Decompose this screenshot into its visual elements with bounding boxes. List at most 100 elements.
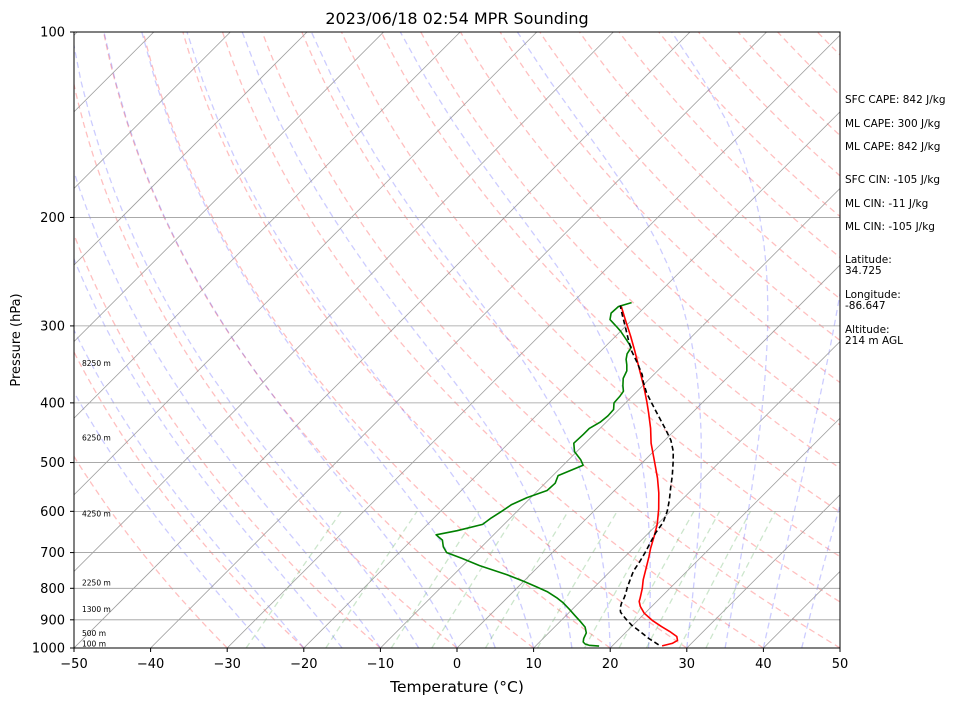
ml-cape-2: ML CAPE: 842 J/kg bbox=[845, 141, 941, 153]
profile-line-3 bbox=[619, 305, 675, 646]
dry-adiabat bbox=[102, 32, 534, 648]
x-axis: −50 −40 −30 −20 −10 0 10 20 30 40 50 bbox=[60, 648, 848, 672]
altitude-label: Altitude: bbox=[845, 324, 890, 336]
moist-adiabat bbox=[671, 32, 769, 648]
y-tick-label: 100 bbox=[40, 26, 65, 41]
mixing-ratio-line bbox=[484, 510, 569, 648]
isotherm bbox=[74, 32, 538, 496]
x-tick-label: 10 bbox=[525, 657, 542, 672]
x-tick-label: 50 bbox=[832, 657, 849, 672]
dry-adiabat bbox=[142, 32, 611, 648]
altitude-value: 214 m AGL bbox=[845, 335, 903, 347]
y-tick-label: 700 bbox=[40, 546, 65, 561]
moist-adiabat bbox=[103, 32, 458, 648]
background-lines bbox=[74, 32, 840, 648]
mixing-ratio-line bbox=[431, 510, 519, 648]
dry-adiabat bbox=[221, 32, 764, 648]
isotherm bbox=[74, 32, 384, 343]
moist-adiabat bbox=[310, 32, 611, 648]
moist-adiabat bbox=[762, 290, 840, 648]
x-tick-label: 0 bbox=[453, 657, 461, 672]
y-tick-label: 900 bbox=[40, 613, 65, 628]
isotherm bbox=[74, 32, 308, 266]
dry-adiabat bbox=[340, 32, 840, 558]
dry-adiabat bbox=[74, 81, 458, 648]
isotherm bbox=[226, 34, 840, 648]
dry-adiabat bbox=[74, 350, 305, 648]
height-label: 1300 m bbox=[82, 605, 111, 614]
moist-adiabat bbox=[516, 32, 702, 648]
profile-line-2 bbox=[435, 301, 633, 647]
x-tick-label: −30 bbox=[213, 657, 240, 672]
dry-adiabat bbox=[74, 455, 228, 648]
profiles bbox=[435, 301, 679, 647]
longitude-label: Longitude: bbox=[845, 289, 901, 301]
mixing-ratio-line bbox=[390, 510, 480, 648]
mixing-ratio-line bbox=[583, 510, 662, 648]
moist-adiabat bbox=[186, 32, 535, 648]
y-axis-label: Pressure (hPa) bbox=[9, 293, 24, 386]
latitude-value: 34.725 bbox=[845, 265, 882, 277]
y-tick-label: 500 bbox=[40, 456, 65, 471]
x-axis-label: Temperature (°C) bbox=[389, 678, 524, 696]
ml-cin-2: ML CIN: -105 J/kg bbox=[845, 221, 935, 233]
dry-adiabat bbox=[658, 32, 840, 218]
isotherm bbox=[74, 32, 614, 572]
isotherm bbox=[74, 32, 461, 419]
moist-adiabat bbox=[74, 169, 381, 648]
mixing-ratio-line bbox=[705, 510, 777, 648]
dry-adiabat bbox=[182, 32, 688, 648]
isotherm bbox=[380, 187, 840, 648]
height-label: 4250 m bbox=[82, 510, 111, 519]
mixing-ratio-line bbox=[678, 510, 752, 648]
isotherm bbox=[74, 32, 231, 189]
y-tick-label: 200 bbox=[40, 211, 65, 226]
isotherm bbox=[150, 32, 767, 648]
dry-adiabat bbox=[74, 232, 381, 648]
longitude-value: -86.647 bbox=[845, 300, 886, 312]
x-tick-label: 20 bbox=[602, 657, 619, 672]
moist-adiabat bbox=[74, 42, 420, 648]
height-label: 6250 m bbox=[82, 433, 111, 442]
ml-cin-1: ML CIN: -11 J/kg bbox=[845, 198, 929, 210]
mixing-ratio-line bbox=[536, 510, 618, 648]
y-tick-label: 300 bbox=[40, 319, 65, 334]
isotherm bbox=[533, 341, 840, 648]
x-tick-label: −10 bbox=[367, 657, 394, 672]
dry-adiabat bbox=[459, 32, 840, 426]
isotherm bbox=[609, 417, 840, 648]
moist-adiabat bbox=[399, 32, 651, 648]
x-tick-label: −20 bbox=[290, 657, 317, 672]
y-tick-label: 1000 bbox=[32, 642, 65, 657]
height-label: 500 m bbox=[82, 629, 106, 638]
isotherm bbox=[74, 32, 691, 648]
profile-line-1 bbox=[620, 305, 679, 647]
moist-adiabat bbox=[141, 32, 496, 648]
sfc-cin: SFC CIN: -105 J/kg bbox=[845, 174, 941, 186]
mixing-ratio-line bbox=[325, 510, 418, 648]
dry-adiabat bbox=[261, 32, 840, 648]
x-tick-label: −50 bbox=[60, 657, 87, 672]
height-label: 8250 m bbox=[82, 359, 111, 368]
x-tick-label: 40 bbox=[755, 657, 772, 672]
latitude-label: Latitude: bbox=[845, 254, 892, 266]
grid bbox=[0, 32, 840, 648]
isotherm bbox=[0, 32, 1, 648]
isotherm bbox=[456, 264, 840, 648]
dry-adiabat bbox=[697, 32, 840, 177]
dry-adiabat bbox=[420, 32, 840, 470]
isotherm bbox=[303, 111, 840, 648]
height-label: 100 m bbox=[82, 639, 106, 648]
mixing-ratio-line bbox=[245, 510, 342, 648]
x-tick-label: −40 bbox=[137, 657, 164, 672]
x-tick-label: 30 bbox=[679, 657, 696, 672]
dry-adiabat bbox=[301, 32, 840, 603]
y-tick-label: 800 bbox=[40, 582, 65, 597]
moist-adiabat bbox=[74, 257, 343, 648]
ml-cape-1: ML CAPE: 300 J/kg bbox=[845, 118, 941, 130]
moist-adiabat bbox=[801, 502, 840, 648]
sfc-cape: SFC CAPE: 842 J/kg bbox=[845, 94, 946, 106]
isotherm bbox=[686, 494, 840, 648]
